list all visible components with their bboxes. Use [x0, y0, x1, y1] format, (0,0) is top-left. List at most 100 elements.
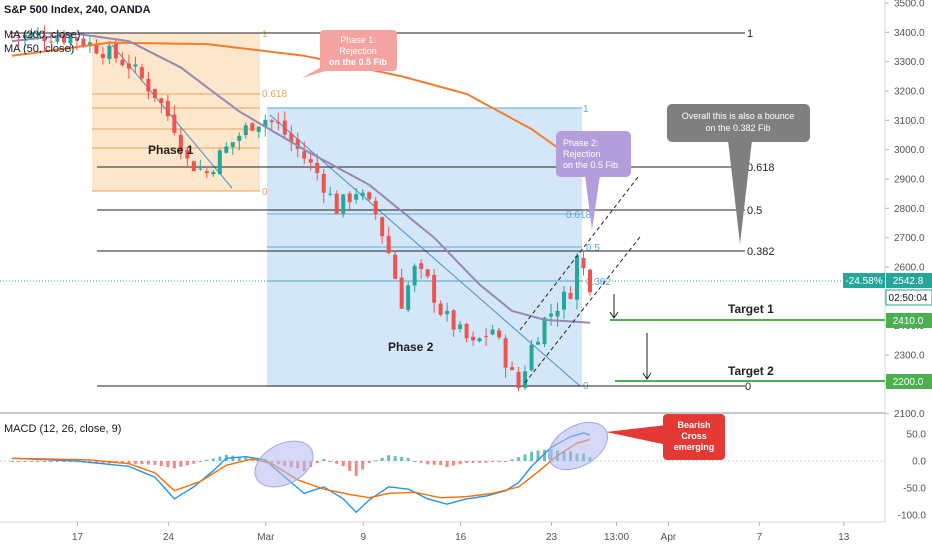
candle[interactable] [542, 316, 547, 348]
candle[interactable] [536, 337, 541, 345]
candle[interactable] [282, 111, 287, 140]
candle[interactable] [302, 141, 307, 165]
ma50-line[interactable] [11, 32, 591, 324]
macd-highlight-right[interactable] [540, 413, 615, 480]
candle[interactable] [55, 30, 60, 45]
ma200-line[interactable] [11, 41, 591, 169]
candle[interactable] [438, 300, 443, 317]
candle[interactable] [126, 54, 131, 79]
candle[interactable] [172, 105, 177, 136]
candle[interactable] [263, 114, 268, 137]
candle[interactable] [243, 122, 248, 139]
candle[interactable] [380, 216, 385, 244]
candle[interactable] [510, 361, 515, 371]
candle[interactable] [198, 159, 203, 171]
candle[interactable] [94, 39, 99, 55]
candle[interactable] [386, 226, 391, 255]
candle[interactable] [399, 268, 404, 310]
phase1-trendline[interactable] [111, 44, 233, 189]
channel-lower-line[interactable] [524, 236, 641, 384]
candle[interactable] [120, 52, 125, 67]
candle[interactable] [256, 126, 261, 139]
candle[interactable] [146, 71, 151, 100]
candle[interactable] [185, 147, 190, 168]
candle[interactable] [10, 35, 14, 40]
candle[interactable] [29, 28, 34, 40]
candle[interactable] [165, 94, 170, 122]
candle[interactable] [451, 309, 456, 337]
candle[interactable] [237, 132, 242, 151]
candle[interactable] [133, 56, 138, 74]
phase1-fib-zone[interactable] [92, 33, 260, 191]
candle[interactable] [178, 127, 183, 160]
candle[interactable] [217, 148, 222, 175]
candle[interactable] [107, 41, 112, 65]
candle[interactable] [347, 191, 352, 210]
candle[interactable] [334, 190, 339, 214]
candle[interactable] [328, 186, 333, 197]
candle[interactable] [152, 88, 157, 102]
candle[interactable] [48, 31, 53, 44]
candle[interactable] [490, 324, 495, 336]
time-axis[interactable]: 17 24 Mar 9 16 23 13:00 Apr 7 13 [72, 522, 850, 543]
macd-line[interactable] [11, 432, 591, 514]
candle[interactable] [419, 259, 424, 279]
candle[interactable] [373, 196, 378, 220]
candle[interactable] [412, 263, 417, 292]
candle[interactable] [61, 29, 66, 45]
candle[interactable] [581, 250, 586, 276]
candle[interactable] [74, 36, 79, 51]
candle[interactable] [575, 252, 580, 310]
candle[interactable] [204, 168, 209, 179]
candle[interactable] [159, 97, 164, 114]
candle[interactable] [497, 327, 502, 340]
candle[interactable] [568, 286, 573, 300]
candle[interactable] [464, 322, 469, 343]
candle[interactable] [250, 122, 255, 132]
candle[interactable] [276, 112, 281, 131]
candle[interactable] [406, 281, 411, 313]
channel-upper-line[interactable] [519, 176, 639, 331]
candle[interactable] [425, 268, 430, 279]
price-axis[interactable]: 3500.0 3400.0 3300.0 3200.0 3100.0 3000.0 2900… [885, 0, 925, 420]
candle[interactable] [471, 331, 476, 346]
candle[interactable] [432, 268, 437, 313]
macd-pane[interactable] [0, 414, 885, 522]
candle[interactable] [321, 169, 326, 203]
candle[interactable] [100, 46, 105, 65]
candle[interactable] [289, 125, 294, 152]
candle[interactable] [523, 365, 528, 390]
candle[interactable] [139, 63, 144, 82]
candle[interactable] [367, 191, 372, 202]
candle[interactable] [458, 320, 463, 333]
phase2-callout[interactable]: Phase 2: Rejection on the 0.5 Fib [556, 131, 631, 230]
candle[interactable] [393, 250, 398, 280]
signal-line[interactable] [11, 438, 591, 499]
macd-axis[interactable]: 50.0 0.0 -50.0 -100.0 [898, 430, 927, 522]
candle[interactable] [360, 189, 365, 201]
candle[interactable] [588, 268, 592, 296]
candle[interactable] [562, 285, 567, 319]
macd-highlight-left[interactable] [247, 432, 321, 496]
candle[interactable] [354, 187, 359, 204]
candle[interactable] [484, 328, 489, 347]
candle[interactable] [269, 119, 274, 132]
bearish-callout[interactable]: Bearish Cross emerging [606, 414, 725, 460]
candle[interactable] [191, 160, 196, 172]
overall-callout[interactable]: Overall this is also a bounce on the 0.3… [667, 104, 810, 244]
candle[interactable] [529, 339, 534, 372]
candle[interactable] [308, 151, 313, 171]
candle[interactable] [549, 303, 554, 326]
candle[interactable] [230, 142, 235, 155]
phase1-callout[interactable]: Phase 1: Rejection on the 0.5 Fib [302, 30, 397, 78]
candle[interactable] [211, 169, 216, 178]
candle[interactable] [516, 367, 521, 392]
candle[interactable] [224, 142, 229, 154]
candle[interactable] [341, 193, 346, 218]
candle[interactable] [477, 337, 482, 343]
candle[interactable] [555, 302, 560, 327]
candle[interactable] [315, 153, 320, 181]
candle[interactable] [503, 334, 508, 378]
candle[interactable] [445, 302, 450, 322]
